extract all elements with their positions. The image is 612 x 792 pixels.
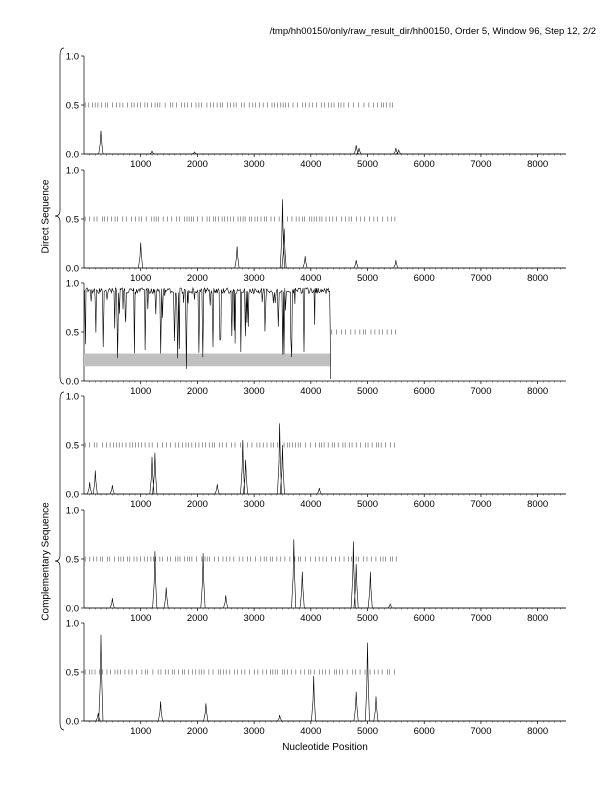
x-tick-label: 6000 bbox=[414, 613, 435, 624]
y-tick-label: 0.0 bbox=[66, 490, 79, 501]
x-tick-label: 7000 bbox=[470, 726, 491, 737]
y-tick-label: 1.0 bbox=[66, 619, 79, 630]
x-tick-label: 4000 bbox=[300, 386, 321, 397]
y-tick-label: 0.0 bbox=[66, 377, 79, 388]
x-tick-label: 1000 bbox=[130, 613, 151, 624]
x-tick-label: 3000 bbox=[244, 726, 265, 737]
y-tick-label: 1.0 bbox=[66, 166, 79, 177]
y-tick-label: 1.0 bbox=[66, 279, 79, 290]
y-tick-label: 0.0 bbox=[66, 264, 79, 275]
y-tick-label: 0.5 bbox=[66, 328, 79, 339]
x-tick-label: 2000 bbox=[187, 386, 208, 397]
header-title: /tmp/hh00150/only/raw_result_dir/hh00150… bbox=[269, 26, 596, 37]
y-tick-label: 1.0 bbox=[66, 392, 79, 403]
x-tick-label: 6000 bbox=[414, 499, 435, 510]
series-line bbox=[84, 634, 566, 722]
series-line bbox=[84, 130, 566, 155]
x-tick-label: 2000 bbox=[187, 613, 208, 624]
group-label-direct: Direct Sequence bbox=[40, 179, 52, 253]
y-tick-label: 0.0 bbox=[66, 717, 79, 728]
x-tick-label: 8000 bbox=[527, 613, 548, 624]
y-tick-label: 0.5 bbox=[66, 215, 79, 226]
x-tick-label: 2000 bbox=[187, 273, 208, 284]
x-tick-label: 7000 bbox=[470, 273, 491, 284]
x-tick-label: 6000 bbox=[414, 159, 435, 170]
x-tick-label: 7000 bbox=[470, 386, 491, 397]
x-tick-label: 8000 bbox=[527, 499, 548, 510]
x-tick-label: 2000 bbox=[187, 726, 208, 737]
x-tick-label: 8000 bbox=[527, 273, 548, 284]
series-line bbox=[84, 199, 566, 269]
x-tick-label: 3000 bbox=[244, 499, 265, 510]
x-tick-label: 6000 bbox=[414, 273, 435, 284]
y-tick-label: 0.5 bbox=[66, 441, 79, 452]
highlight-band bbox=[84, 353, 331, 367]
x-axis-label: Nucleotide Position bbox=[282, 742, 368, 753]
x-tick-label: 1000 bbox=[130, 386, 151, 397]
x-tick-label: 4000 bbox=[300, 726, 321, 737]
x-tick-label: 4000 bbox=[300, 613, 321, 624]
x-tick-label: 7000 bbox=[470, 159, 491, 170]
panel-5: 0.0 0.5 1.0 1000 2000 3000 4000 5000 6000 7000 800… bbox=[66, 506, 566, 624]
x-tick-label: 1000 bbox=[130, 499, 151, 510]
x-tick-label: 1000 bbox=[130, 159, 151, 170]
x-tick-label: 4000 bbox=[300, 499, 321, 510]
y-tick-label: 1.0 bbox=[66, 52, 79, 63]
x-tick-label: 1000 bbox=[130, 273, 151, 284]
x-tick-label: 8000 bbox=[527, 159, 548, 170]
x-tick-label: 4000 bbox=[300, 273, 321, 284]
x-tick-label: 3000 bbox=[244, 386, 265, 397]
x-tick-label: 1000 bbox=[130, 726, 151, 737]
x-tick-label: 4000 bbox=[300, 159, 321, 170]
series-line bbox=[84, 539, 566, 609]
x-tick-label: 5000 bbox=[357, 159, 378, 170]
bracket-direct bbox=[54, 47, 65, 385]
y-tick-label: 0.0 bbox=[66, 604, 79, 615]
x-tick-label: 3000 bbox=[244, 159, 265, 170]
y-tick-label: 0.0 bbox=[66, 150, 79, 161]
x-tick-label: 5000 bbox=[357, 386, 378, 397]
x-tick-label: 2000 bbox=[187, 499, 208, 510]
x-tick-label: 3000 bbox=[244, 613, 265, 624]
bracket-complementary bbox=[54, 391, 65, 731]
x-tick-label: 6000 bbox=[414, 726, 435, 737]
x-tick-label: 5000 bbox=[357, 726, 378, 737]
panel-6: 0.0 0.5 1.0 1000 2000 3000 4000 5000 6000 7000 800… bbox=[66, 619, 566, 737]
x-tick-label: 5000 bbox=[357, 499, 378, 510]
x-tick-label: 6000 bbox=[414, 386, 435, 397]
x-tick-label: 8000 bbox=[527, 726, 548, 737]
x-tick-label: 5000 bbox=[357, 613, 378, 624]
y-tick-label: 0.5 bbox=[66, 555, 79, 566]
x-tick-label: 5000 bbox=[357, 273, 378, 284]
panel-3: 0.0 0.5 1.0 1000 2000 3000 4000 5000 6000 7000 800… bbox=[66, 279, 566, 397]
panel-1: 0.0 0.5 1.0 1000 2000 3000 4000 5000 6000 7000 800… bbox=[66, 52, 566, 170]
x-tick-label: 7000 bbox=[470, 613, 491, 624]
y-tick-label: 1.0 bbox=[66, 506, 79, 517]
group-label-complementary: Complementary Sequence bbox=[40, 501, 52, 621]
panel-4: 0.0 0.5 1.0 1000 2000 3000 4000 5000 6000 7000 800… bbox=[66, 392, 566, 510]
x-tick-label: 2000 bbox=[187, 159, 208, 170]
x-tick-label: 7000 bbox=[470, 499, 491, 510]
x-tick-label: 8000 bbox=[527, 386, 548, 397]
y-tick-label: 0.5 bbox=[66, 668, 79, 679]
x-tick-label: 3000 bbox=[244, 273, 265, 284]
panel-2: 0.0 0.5 1.0 1000 2000 3000 4000 5000 6000 7000 800… bbox=[66, 166, 566, 284]
series-line bbox=[83, 286, 331, 380]
series-line bbox=[84, 423, 566, 495]
y-tick-label: 0.5 bbox=[66, 101, 79, 112]
